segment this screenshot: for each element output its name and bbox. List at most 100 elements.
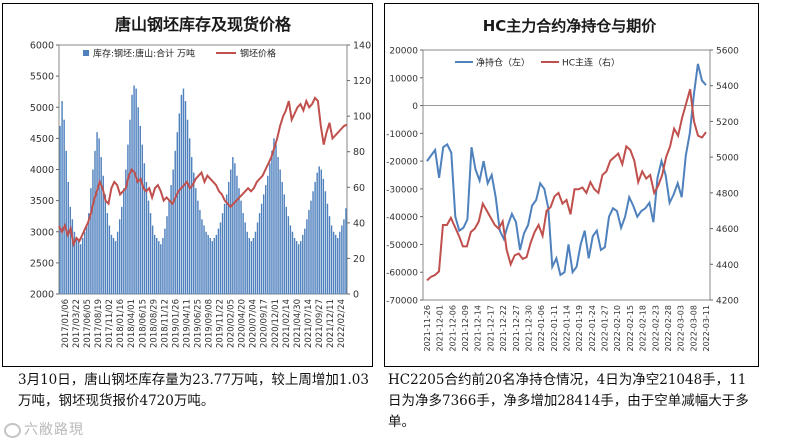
x-tick-label: 2022-01-27 — [601, 305, 610, 352]
inventory-bar — [170, 185, 172, 294]
hc-price-line — [426, 89, 707, 282]
inventory-bar — [176, 132, 179, 294]
y-right-tick-label: 20 — [353, 254, 365, 265]
inventory-bar — [153, 234, 156, 294]
y-left-tick-label: 3000 — [30, 227, 54, 238]
x-tick-label: 2022-02-28 — [664, 305, 673, 352]
inventory-price-chart: 唐山钢坯库存及现货价格 2000 2500 3000 3500 4000 4500 5000 5… — [30, 15, 371, 348]
x-tick-label: 2018/04/01 — [127, 299, 137, 348]
inventory-bar — [100, 157, 102, 294]
net-position-line — [426, 63, 707, 277]
y-right-tick-label: 4600 — [716, 225, 739, 235]
inventory-bar — [324, 191, 327, 294]
legend-bar-swatch — [83, 50, 89, 56]
x-tick-label: 2021-12-09 — [461, 305, 470, 352]
inventory-bar — [297, 244, 300, 294]
inventory-bar — [291, 231, 294, 294]
watermark: 六敝路現 — [4, 419, 84, 439]
inventory-bar — [293, 237, 296, 294]
inventory-bar — [149, 213, 152, 294]
inventory-bar — [193, 172, 195, 294]
inventory-bar — [246, 231, 248, 294]
x-tick-label: 2021-12-06 — [448, 305, 457, 352]
inventory-bar — [308, 209, 310, 294]
x-tick-label: 2021/04/30 — [293, 299, 303, 348]
inventory-bar — [287, 216, 290, 294]
inventory-bar — [116, 231, 119, 294]
inventory-bar — [172, 169, 174, 294]
y-right-tick-label: 4200 — [716, 297, 739, 307]
inventory-bar — [96, 132, 98, 294]
inventory-bar — [254, 231, 257, 294]
x-tick-label: 2021/09/27 — [315, 299, 325, 348]
inventory-bar — [267, 175, 269, 294]
x-tick-label: 2021/12/11 — [326, 299, 336, 348]
y-right-tick-label: 4800 — [716, 189, 739, 199]
x-tick-label: 2018/08/29 — [149, 299, 159, 348]
y-left-tick-label: 4500 — [30, 134, 54, 145]
inventory-bar — [94, 150, 96, 294]
x-tick-label: 2018/06/15 — [138, 299, 148, 348]
inventory-bar — [322, 178, 325, 294]
inventory-bar — [81, 237, 84, 294]
x-tick-label: 2020/04/20 — [238, 299, 248, 348]
inventory-bar — [98, 138, 100, 295]
x-tick-label: 2019/04/11 — [182, 299, 192, 348]
inventory-bar — [341, 225, 343, 294]
inventory-bar — [145, 181, 148, 294]
inventory-bar — [59, 125, 61, 294]
y-right-tick-label: 5400 — [716, 82, 739, 92]
inventory-bar — [180, 94, 183, 294]
x-tick-label: 2021-12-17 — [486, 305, 495, 352]
x-tick-label: 2017/06/05 — [83, 299, 93, 348]
inventory-bar — [230, 169, 232, 294]
inventory-bar — [75, 237, 78, 294]
x-tick-label: 2022/02/24 — [337, 299, 347, 348]
x-tick-label: 2022-01-11 — [550, 305, 559, 352]
inventory-price-chart-panel: 唐山钢坯库存及现货价格 2000 2500 3000 3500 4000 4500 5000 5… — [2, 3, 373, 367]
x-tick-label: 2022-01-24 — [588, 305, 597, 352]
y-left-tick-label: 2000 — [30, 290, 54, 301]
inventory-bar — [158, 241, 160, 294]
inventory-bar — [289, 225, 292, 294]
inventory-bar — [108, 225, 111, 294]
y-right-tick-label: 140 — [353, 41, 371, 52]
x-tick-label: 2018/01/16 — [116, 299, 126, 348]
x-tick-label: 2020/09/17 — [260, 299, 270, 348]
x-tick-label: 2021/07/14 — [304, 299, 314, 348]
inventory-bar — [133, 85, 135, 295]
inventory-bar — [240, 200, 242, 295]
inventory-bar — [199, 209, 201, 294]
inventory-bar — [337, 237, 339, 294]
inventory-bar — [164, 228, 166, 294]
inventory-bar — [330, 225, 333, 294]
inventory-bar — [205, 231, 207, 294]
inventory-bar — [339, 231, 341, 294]
inventory-bar — [269, 163, 271, 294]
inventory-bar — [147, 200, 150, 295]
inventory-bar — [184, 101, 187, 294]
inventory-bar — [112, 237, 115, 294]
caption-net-position: HC2205合约前20名净持仓情况，4日为净空21048手，11日为净多7366… — [388, 372, 749, 430]
inventory-bar — [129, 119, 131, 294]
inventory-bar — [314, 181, 316, 294]
inventory-bar — [123, 188, 125, 294]
inventory-bar — [73, 231, 76, 294]
inventory-bar — [92, 169, 94, 294]
inventory-bar — [242, 213, 244, 294]
y-right-tick-label: 80 — [353, 147, 365, 158]
caption-inventory: 3月10日，唐山钢坯库存量为23.77万吨，较上周增加1.03万吨，钢坯现货报价… — [18, 372, 369, 409]
y-right-tick-label: 5000 — [716, 154, 739, 164]
inventory-bar — [143, 163, 146, 294]
inventory-bar — [127, 144, 129, 294]
x-tick-label: 2022-01-06 — [537, 305, 546, 352]
inventory-bar — [65, 150, 67, 294]
legend-bar-label: 库存:钢坯:唐山:合计 万吨 — [93, 48, 195, 60]
x-tick-label: 2017/01/06 — [61, 299, 71, 348]
inventory-bar — [104, 194, 107, 294]
inventory-bar — [310, 200, 312, 295]
inventory-bar — [190, 157, 193, 294]
inventory-bar — [217, 228, 220, 294]
inventory-bar — [312, 191, 314, 294]
inventory-bar — [186, 119, 189, 294]
